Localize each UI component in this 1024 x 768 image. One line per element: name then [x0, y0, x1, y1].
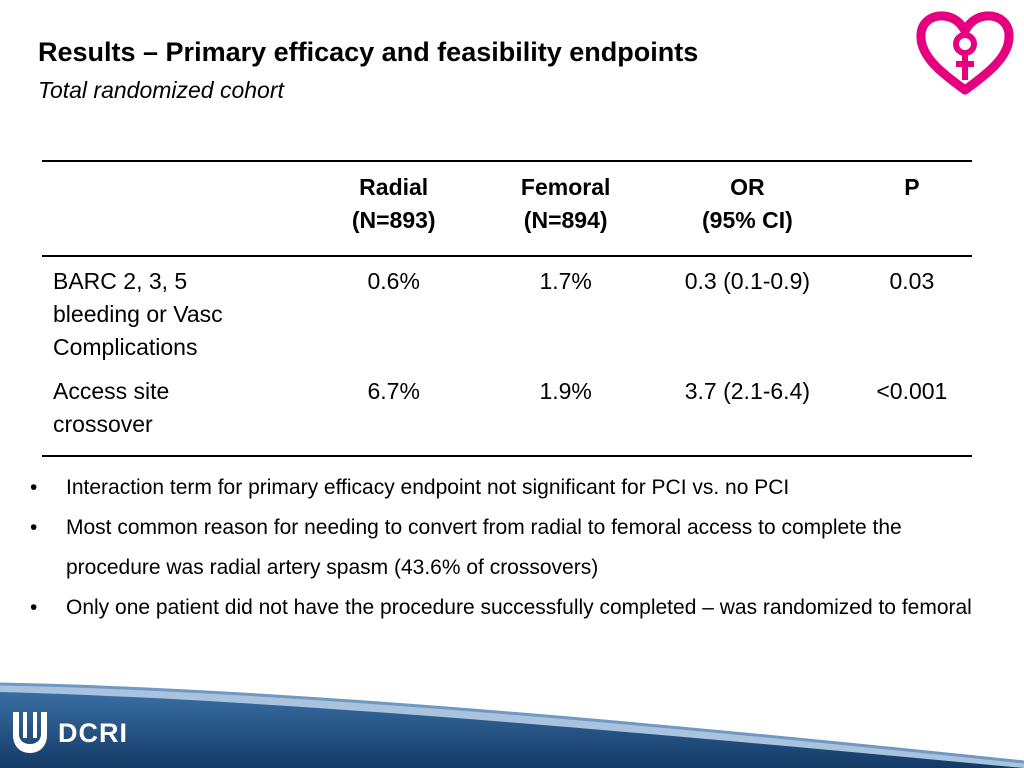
footer-band	[0, 682, 1024, 768]
bullet-item: • Most common reason for needing to conv…	[30, 508, 990, 588]
header-femoral-n: (N=894)	[523, 207, 608, 233]
header-p-title: P	[904, 174, 920, 200]
header-or-title: OR	[730, 174, 765, 200]
header-femoral-title: Femoral	[520, 174, 611, 200]
bullet-marker: •	[30, 516, 38, 539]
row-label-barc: BARC 2, 3, 5 bleeding or Vasc Complicati…	[42, 256, 299, 367]
duke-shield-icon	[13, 712, 47, 753]
bullet-marker: •	[30, 596, 38, 619]
dcri-logo: DCRI	[10, 708, 128, 758]
cell-p: 0.03	[889, 268, 935, 294]
row-label-line: Access site	[53, 378, 170, 404]
header-cell-or: OR (95% CI)	[643, 161, 852, 256]
row-label-line: BARC 2, 3, 5	[53, 268, 188, 294]
slide-title: Results – Primary efficacy and feasibili…	[38, 37, 699, 67]
table-row: Access site crossover 6.7% 1.9% 3.7 (2.1…	[42, 367, 972, 456]
header-radial-title: Radial	[359, 174, 429, 200]
header-cell-label	[42, 161, 299, 256]
row-label-line: Complications	[53, 334, 198, 360]
cell-radial: 0.6%	[367, 268, 420, 294]
table-header-row: Radial (N=893) Femoral (N=894) OR (95% C…	[42, 161, 972, 256]
results-table: Radial (N=893) Femoral (N=894) OR (95% C…	[42, 160, 972, 457]
row-label-line: bleeding or Vasc	[53, 301, 223, 327]
row-label-line: crossover	[53, 411, 153, 437]
bullet-text: Only one patient did not have the proced…	[66, 596, 972, 619]
bullet-marker: •	[30, 476, 38, 499]
slide-subtitle: Total randomized cohort	[38, 77, 284, 103]
header-or-ci: (95% CI)	[702, 207, 793, 233]
cell-femoral: 1.7%	[539, 268, 592, 294]
cell-femoral: 1.9%	[539, 378, 592, 404]
header-radial-n: (N=893)	[351, 207, 436, 233]
cell-p: <0.001	[876, 378, 948, 404]
cell-or: 3.7 (2.1-6.4)	[684, 378, 811, 404]
row-label-crossover: Access site crossover	[42, 367, 299, 456]
bullet-text: Interaction term for primary efficacy en…	[66, 476, 790, 499]
header-cell-p: P	[852, 161, 972, 256]
bullet-item: • Only one patient did not have the proc…	[30, 588, 990, 628]
header-cell-radial: Radial (N=893)	[299, 161, 488, 256]
bullet-item: • Interaction term for primary efficacy …	[30, 468, 990, 508]
cell-or: 0.3 (0.1-0.9)	[684, 268, 811, 294]
cell-radial: 6.7%	[367, 378, 420, 404]
heart-female-symbol-icon	[916, 11, 1014, 95]
bullet-text: Most common reason for needing to conver…	[66, 516, 902, 579]
dcri-logo-text: DCRI	[58, 717, 128, 748]
bullet-list: • Interaction term for primary efficacy …	[30, 468, 990, 628]
table-row: BARC 2, 3, 5 bleeding or Vasc Complicati…	[42, 256, 972, 367]
header-cell-femoral: Femoral (N=894)	[488, 161, 643, 256]
